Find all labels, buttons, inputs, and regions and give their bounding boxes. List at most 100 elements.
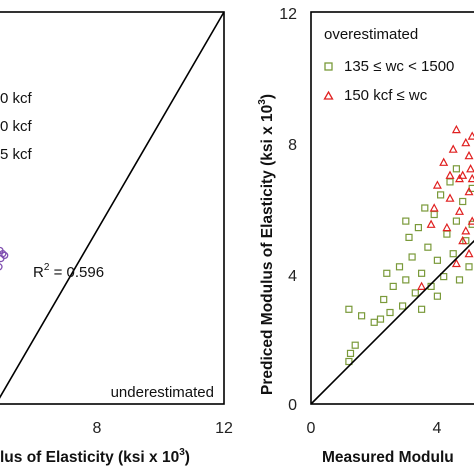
right-x-tick-0: 0 bbox=[307, 420, 316, 437]
red-triangle-point-15 bbox=[426, 219, 436, 228]
green-square-point-25 bbox=[446, 178, 454, 186]
green-square-point-10 bbox=[399, 302, 407, 310]
right-plot-frame bbox=[310, 11, 474, 405]
red-triangle-point-2 bbox=[445, 193, 455, 202]
green-square-point-26 bbox=[449, 250, 457, 258]
left-x-axis-title-sup: 3 bbox=[179, 447, 185, 458]
red-triangle-point-18 bbox=[464, 248, 474, 258]
green-square-point-15 bbox=[414, 224, 422, 232]
green-square-point-5 bbox=[370, 318, 378, 326]
left-x-axis-title-main: lus of Elasticity (ksi x 10 bbox=[0, 449, 179, 466]
red-triangle-point-9 bbox=[464, 150, 474, 160]
green-square-point-34 bbox=[433, 292, 441, 300]
r-squared-superscript: 2 bbox=[44, 262, 50, 273]
right-y-axis-title-main: Prediced Modulus of Elasticity (ksi x 10 bbox=[259, 105, 276, 395]
red-triangle-point-14 bbox=[458, 235, 468, 245]
left-legend-label-3: 5 kcf bbox=[0, 146, 33, 163]
green-square-point-35 bbox=[418, 305, 426, 313]
underestimated-label: underestimated bbox=[111, 384, 214, 401]
green-square-point-6 bbox=[380, 295, 388, 304]
green-square-point-29 bbox=[459, 197, 467, 206]
red-triangle-point-5 bbox=[454, 206, 465, 215]
red-triangle-point-6 bbox=[458, 170, 468, 179]
left-panel: 0 kcf 0 kcf 5 kcf R2 = 0.596 underestima… bbox=[0, 11, 233, 466]
red-triangle-point-1 bbox=[439, 157, 449, 166]
legend-label-red: 150 kcf ≤ wc bbox=[344, 87, 428, 104]
green-square-point-36 bbox=[376, 315, 385, 323]
purple-circle-point-3 bbox=[0, 263, 3, 271]
red-triangle-point-10 bbox=[467, 173, 474, 183]
green-square-point-27 bbox=[452, 217, 460, 225]
purple-circle-point-4 bbox=[1, 251, 9, 260]
red-triangle-point-21 bbox=[454, 173, 465, 183]
green-square-point-0 bbox=[345, 357, 353, 366]
right-x-axis-title: Measured Modulu bbox=[322, 449, 454, 466]
green-square-point-24 bbox=[443, 230, 451, 238]
right-y-axis-title-sup: 3 bbox=[257, 99, 268, 105]
green-square-point-28 bbox=[455, 276, 464, 284]
right-y-axis-title-tail: ) bbox=[259, 94, 276, 99]
r-squared-prefix: R bbox=[33, 264, 44, 281]
left-plot-frame bbox=[0, 11, 225, 405]
red-triangle-point-7 bbox=[461, 137, 471, 147]
red-triangle-point-20 bbox=[461, 226, 471, 235]
red-triangle-point-16 bbox=[451, 258, 461, 268]
red-triangle-point-8 bbox=[464, 186, 474, 196]
right-y-tick-8: 8 bbox=[288, 137, 297, 154]
right-y-axis-title: Prediced Modulus of Elasticity (ksi x 10… bbox=[257, 94, 276, 395]
left-legend-label-1: 0 kcf bbox=[0, 90, 33, 107]
green-square-point-9 bbox=[395, 263, 404, 271]
green-square-point-21 bbox=[433, 256, 441, 264]
green-square-point-11 bbox=[402, 276, 410, 284]
left-identity-line bbox=[0, 11, 225, 399]
red-triangle-point-4 bbox=[451, 124, 461, 134]
right-identity-line bbox=[310, 239, 474, 405]
r-squared-value: = 0.596 bbox=[49, 264, 104, 281]
red-triangle-point-13 bbox=[442, 222, 452, 232]
left-x-axis-title: lus of Elasticity (ksi x 103) bbox=[0, 447, 190, 466]
green-square-point-23 bbox=[440, 273, 448, 281]
overestimated-label: overestimated bbox=[324, 26, 418, 43]
red-triangle-point-19 bbox=[445, 170, 455, 179]
green-square-point-20 bbox=[430, 210, 438, 219]
right-panel: 0 4 8 12 0 4 Measured Modulu Prediced Mo… bbox=[257, 6, 474, 466]
right-y-tick-12: 12 bbox=[279, 6, 297, 23]
red-triangle-point-12 bbox=[467, 131, 474, 140]
green-square-point-17 bbox=[421, 204, 429, 212]
red-triangle-point-0 bbox=[432, 180, 442, 189]
red-triangle-point-3 bbox=[448, 144, 458, 153]
green-square-point-2 bbox=[351, 341, 359, 349]
green-square-point-1 bbox=[346, 349, 355, 357]
left-x-tick-12: 12 bbox=[215, 420, 233, 437]
green-square-point-13 bbox=[408, 253, 416, 261]
green-square-point-14 bbox=[411, 289, 419, 297]
green-square-point-18 bbox=[424, 243, 432, 251]
r-squared-label: R2 = 0.596 bbox=[33, 262, 104, 281]
green-square-point-39 bbox=[452, 165, 460, 173]
legend-marker-triangle bbox=[323, 90, 334, 100]
green-square-point-16 bbox=[418, 269, 426, 277]
right-data-points bbox=[345, 124, 474, 366]
legend-label-green: 135 ≤ wc < 1500 bbox=[344, 58, 454, 75]
green-square-point-37 bbox=[402, 217, 410, 225]
green-square-point-3 bbox=[358, 312, 366, 320]
green-square-point-12 bbox=[405, 233, 413, 241]
right-x-tick-4: 4 bbox=[433, 420, 442, 437]
left-x-tick-8: 8 bbox=[93, 420, 102, 437]
red-triangle-point-17 bbox=[417, 281, 427, 290]
red-triangle-point-23 bbox=[466, 164, 474, 173]
left-x-axis-title-tail: ) bbox=[185, 449, 190, 466]
right-legend: 135 ≤ wc < 1500 150 kcf ≤ wc bbox=[323, 58, 454, 104]
green-square-point-22 bbox=[437, 191, 445, 199]
legend-marker-square bbox=[324, 62, 333, 71]
red-triangle-point-22 bbox=[429, 203, 439, 212]
left-data-points bbox=[0, 246, 9, 271]
right-y-tick-0: 0 bbox=[288, 397, 297, 414]
green-square-point-8 bbox=[389, 282, 397, 290]
green-square-point-4 bbox=[345, 305, 353, 313]
green-square-point-7 bbox=[386, 308, 394, 317]
green-square-point-38 bbox=[383, 269, 391, 277]
left-legend-label-2: 0 kcf bbox=[0, 118, 33, 135]
right-y-tick-4: 4 bbox=[288, 268, 297, 285]
